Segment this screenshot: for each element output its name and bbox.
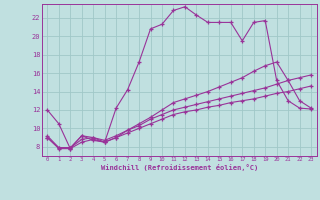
X-axis label: Windchill (Refroidissement éolien,°C): Windchill (Refroidissement éolien,°C): [100, 164, 258, 171]
